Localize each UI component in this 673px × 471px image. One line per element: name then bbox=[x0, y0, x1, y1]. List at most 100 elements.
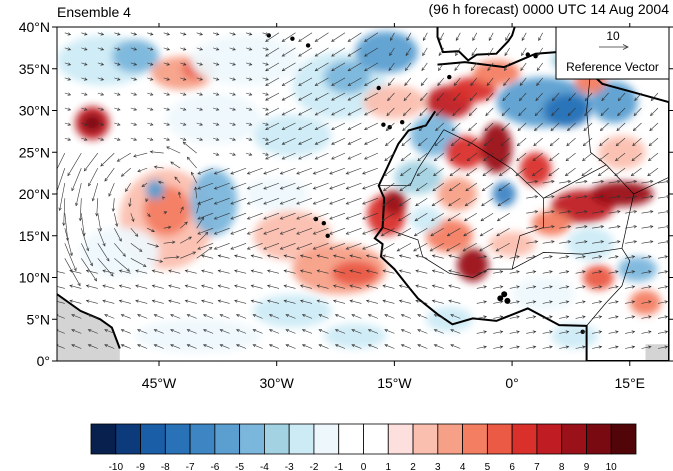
anomaly-blob bbox=[445, 135, 485, 169]
wind-vector-head bbox=[332, 269, 337, 273]
wind-vector bbox=[505, 32, 510, 41]
wind-vector-head bbox=[430, 218, 435, 222]
wind-vector-head bbox=[67, 122, 72, 126]
colorbar-swatch bbox=[164, 423, 191, 455]
wind-vector-head bbox=[137, 344, 141, 348]
wind-vector-head bbox=[234, 269, 238, 273]
wind-vector-head bbox=[149, 92, 154, 96]
wind-vector bbox=[466, 167, 477, 176]
wind-vector bbox=[347, 122, 362, 130]
wind-vector-head bbox=[601, 97, 605, 102]
wind-vector-head bbox=[279, 201, 284, 205]
wind-vector-head bbox=[650, 97, 655, 102]
wind-vector bbox=[404, 77, 412, 86]
wind-vector-head bbox=[298, 156, 302, 160]
wind-vector bbox=[437, 77, 445, 86]
wind-vector-head bbox=[431, 284, 436, 288]
map-panel bbox=[57, 27, 669, 361]
wind-vector-head bbox=[483, 285, 487, 289]
wind-vector-head bbox=[647, 172, 651, 177]
wind-vector bbox=[484, 122, 494, 131]
wind-vector-head bbox=[263, 216, 267, 220]
wind-vector-head bbox=[495, 248, 500, 252]
wind-vector bbox=[398, 212, 412, 222]
wind-vector-head bbox=[197, 171, 201, 175]
anomaly-blob bbox=[245, 177, 309, 211]
lat-tick-label: 15°N bbox=[19, 228, 50, 244]
anomaly-blob bbox=[480, 123, 513, 174]
wind-vector-head bbox=[329, 246, 333, 250]
wind-vector bbox=[368, 344, 379, 349]
wind-vector-head bbox=[265, 47, 269, 51]
wind-vector-head bbox=[481, 187, 486, 192]
wind-vector-head bbox=[446, 248, 450, 252]
wind-vector-head bbox=[384, 314, 388, 318]
wind-vector-head bbox=[235, 329, 240, 333]
wind-vector-head bbox=[433, 344, 438, 348]
wind-vector-head bbox=[501, 127, 505, 132]
wind-vector-head bbox=[138, 248, 143, 252]
wind-vector-head bbox=[281, 82, 286, 86]
wind-vector bbox=[657, 226, 669, 229]
wind-vector-head bbox=[296, 246, 300, 250]
wind-vector bbox=[104, 344, 115, 349]
wind-vector bbox=[262, 137, 269, 141]
wind-vector bbox=[346, 197, 362, 205]
wind-vector bbox=[450, 314, 461, 319]
wind-vector bbox=[313, 227, 329, 235]
wind-vector-head bbox=[246, 201, 251, 205]
wind-vector bbox=[382, 285, 395, 289]
wind-vector bbox=[497, 197, 510, 207]
wind-vector bbox=[657, 271, 668, 274]
wind-vector-head bbox=[432, 187, 436, 192]
wind-vector-head bbox=[281, 112, 286, 116]
wind-vector bbox=[467, 137, 477, 146]
wind-vector bbox=[57, 345, 65, 349]
wind-vector bbox=[197, 197, 214, 205]
wind-vector bbox=[331, 137, 346, 145]
wind-vector bbox=[170, 344, 181, 349]
colorbar-label: -2 bbox=[310, 462, 319, 471]
wind-vector-head bbox=[116, 32, 121, 36]
wind-vector-head bbox=[367, 329, 372, 333]
wind-vector bbox=[147, 107, 153, 111]
wind-vector-head bbox=[85, 299, 90, 303]
wind-vector-head bbox=[122, 253, 126, 257]
wind-vector bbox=[383, 182, 395, 191]
wind-vector-head bbox=[439, 37, 443, 41]
wind-vector bbox=[129, 198, 132, 207]
wind-vector bbox=[84, 152, 99, 172]
wind-vector bbox=[262, 32, 269, 35]
wind-vector bbox=[349, 300, 362, 304]
wind-vector-head bbox=[347, 97, 352, 101]
wind-vector bbox=[97, 258, 114, 277]
wind-vector bbox=[616, 137, 626, 146]
wind-vector-head bbox=[149, 32, 154, 36]
wind-vector-head bbox=[504, 52, 508, 57]
wind-vector-head bbox=[582, 142, 587, 147]
wind-vector-head bbox=[362, 231, 366, 235]
wind-vector bbox=[385, 122, 395, 131]
wind-vector-head bbox=[217, 284, 222, 288]
wind-vector bbox=[608, 346, 619, 349]
wind-vector bbox=[388, 77, 395, 86]
wind-vector bbox=[130, 107, 137, 111]
wind-vector-head bbox=[87, 344, 92, 348]
wind-vector bbox=[296, 197, 313, 205]
wind-vector-head bbox=[279, 231, 284, 235]
wind-vector-head bbox=[153, 314, 158, 318]
wind-vector bbox=[262, 77, 269, 81]
wind-vector-head bbox=[266, 284, 271, 288]
wind-vector-head bbox=[549, 285, 553, 289]
wind-vector-head bbox=[583, 127, 587, 132]
wind-vector-head bbox=[650, 180, 654, 184]
wind-vector-head bbox=[116, 77, 121, 81]
wind-vector-head bbox=[516, 330, 520, 334]
wind-vector-head bbox=[232, 92, 236, 96]
wind-vector-head bbox=[199, 92, 204, 96]
lat-tick-label: 20°N bbox=[19, 186, 50, 202]
wind-vector bbox=[213, 47, 219, 51]
wind-vector-head bbox=[615, 285, 619, 289]
wind-vector bbox=[218, 255, 230, 259]
wind-vector bbox=[509, 256, 520, 259]
